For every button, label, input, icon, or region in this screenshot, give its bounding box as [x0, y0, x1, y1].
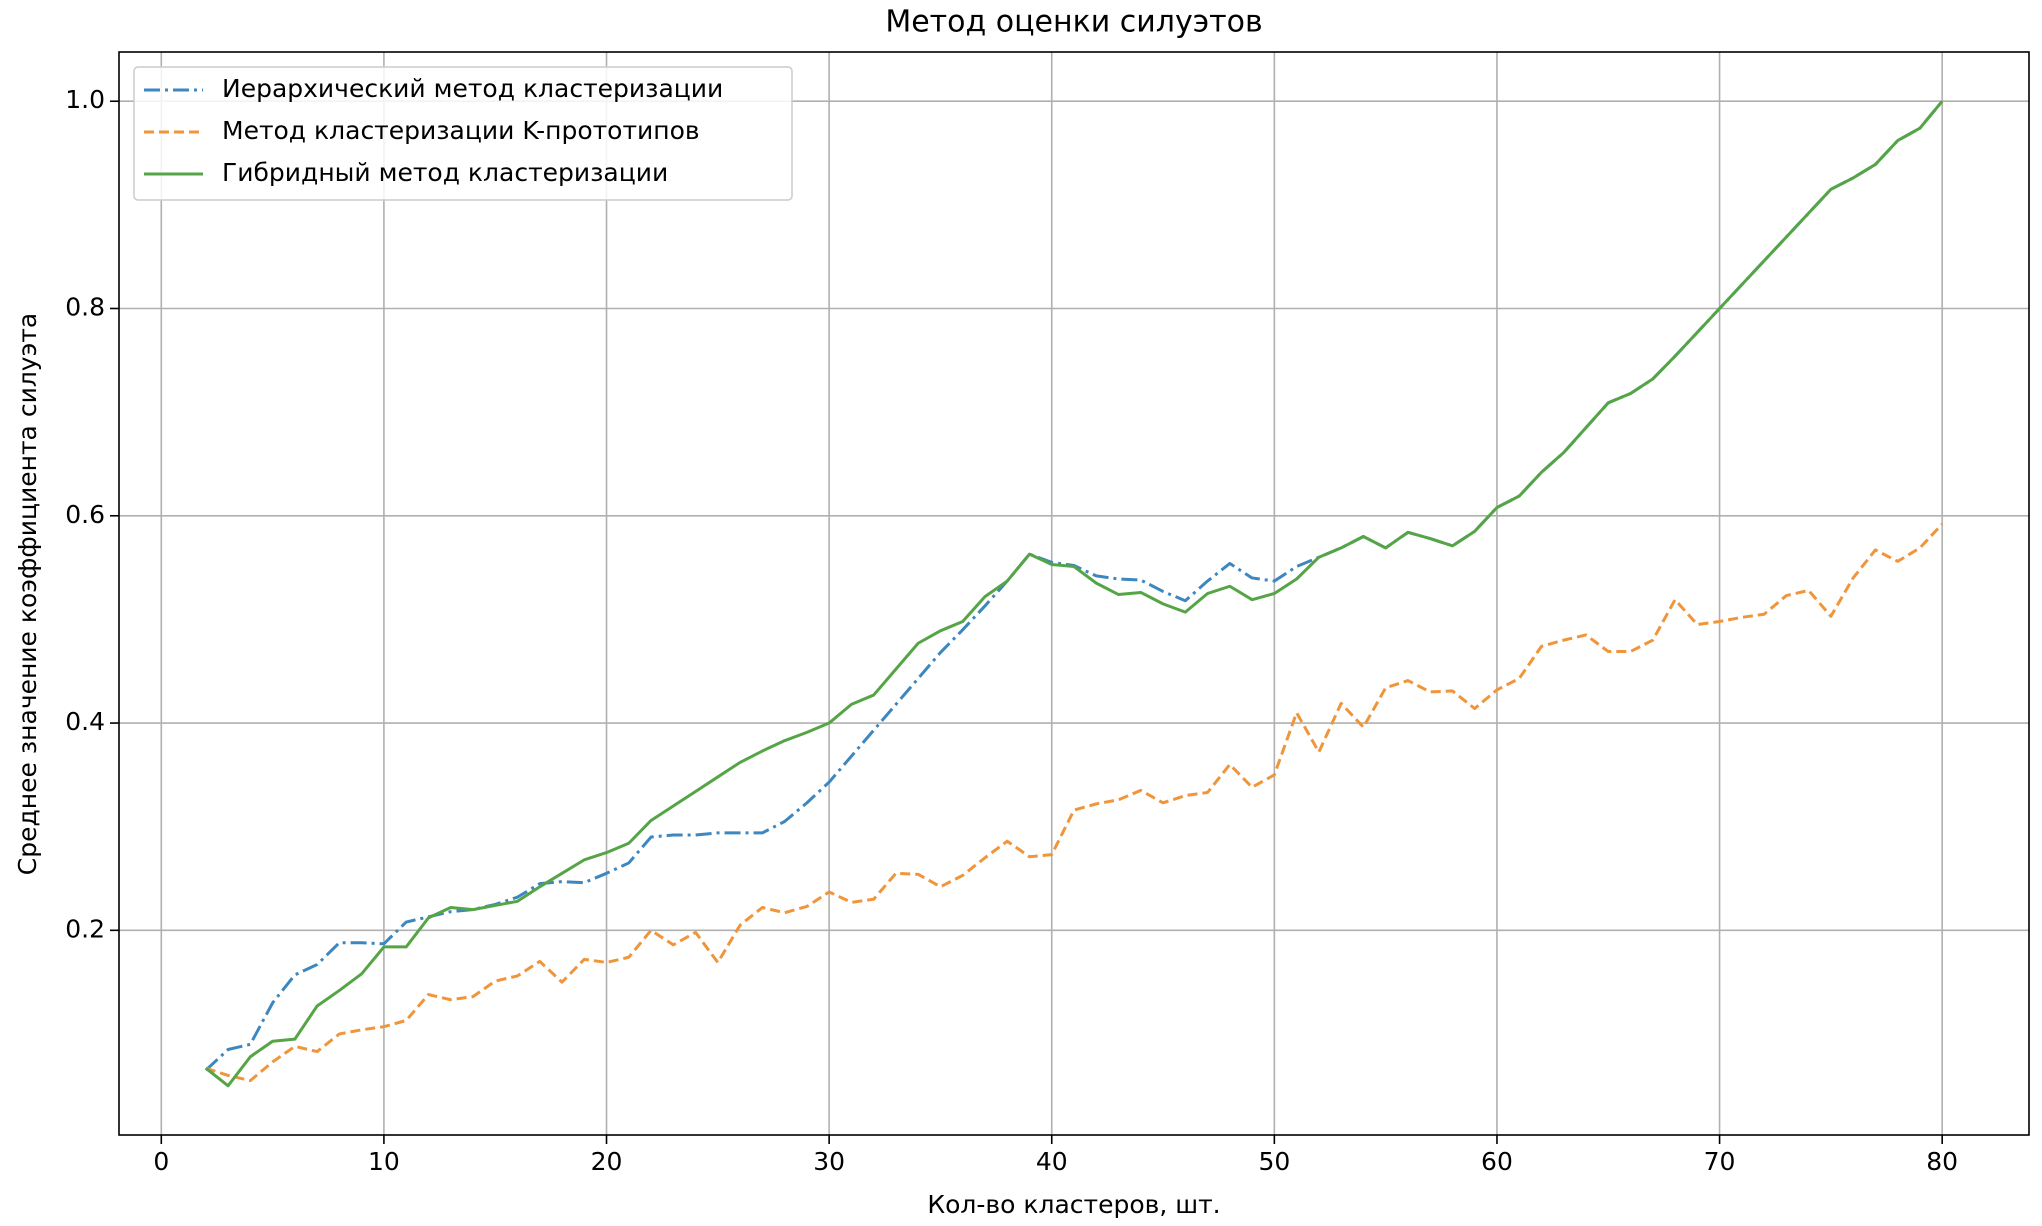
x-tick-label: 30: [813, 1147, 845, 1176]
legend-label: Гибридный метод кластеризации: [222, 158, 668, 187]
chart-title: Метод оценки силуэтов: [885, 5, 1262, 40]
x-tick-label: 70: [1704, 1147, 1736, 1176]
x-axis-label: Кол-во кластеров, шт.: [927, 1190, 1220, 1219]
x-tick-label: 10: [368, 1147, 400, 1176]
x-tick-label: 20: [591, 1147, 623, 1176]
x-tick-label: 60: [1481, 1147, 1513, 1176]
y-tick-label: 0.6: [65, 500, 105, 529]
y-tick-label: 0.8: [65, 293, 105, 322]
y-tick-label: 1.0: [65, 85, 105, 114]
data-line: [204, 100, 1944, 1088]
legend-label: Иерархический метод кластеризации: [222, 74, 723, 103]
legend: Иерархический метод кластеризации Метод к…: [133, 66, 793, 201]
x-tick-label: 80: [1926, 1147, 1958, 1176]
x-tick-label: 0: [153, 1147, 169, 1176]
y-tick-label: 0.2: [65, 914, 105, 943]
y-tick-label: 0.4: [65, 707, 105, 736]
y-axis-label: Среднее значение коэффициента силуэта: [13, 313, 42, 875]
x-tick-label: 40: [1036, 1147, 1068, 1176]
data-line: [205, 523, 1944, 1083]
plot-frame: [118, 51, 2030, 1136]
legend-label: Метод кластеризации K-прототипов: [222, 116, 700, 145]
data-line: [204, 100, 1944, 1072]
x-tick-label: 50: [1258, 1147, 1290, 1176]
legend-box: [133, 66, 793, 201]
